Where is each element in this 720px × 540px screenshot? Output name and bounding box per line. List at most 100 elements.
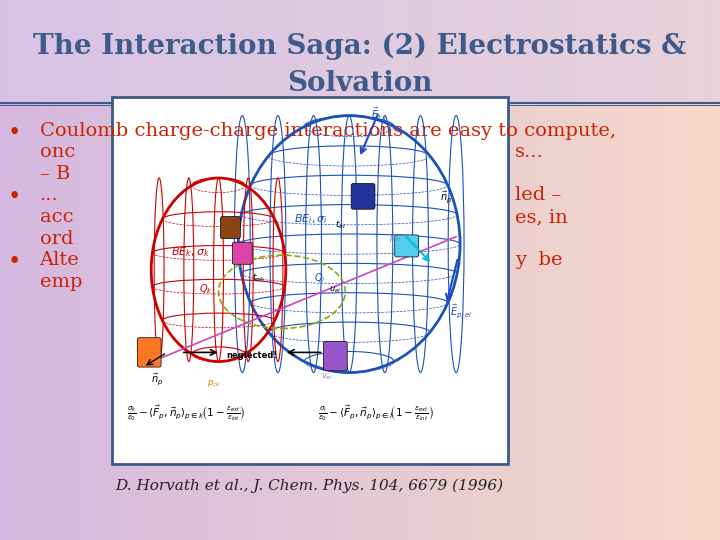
Bar [68, 0, 72, 540]
Text: •: • [7, 122, 20, 144]
Bar [500, 0, 504, 540]
Text: neglected!: neglected! [226, 351, 278, 360]
Text: •: • [7, 186, 20, 208]
Bar [511, 0, 515, 540]
Bar [515, 0, 518, 540]
Bar [43, 0, 47, 540]
Bar [479, 0, 482, 540]
Bar [220, 0, 223, 540]
Bar [331, 0, 335, 540]
Bar [601, 0, 605, 540]
Bar [119, 0, 122, 540]
Bar [61, 0, 65, 540]
Bar [292, 0, 295, 540]
Bar [76, 0, 79, 540]
Bar [130, 0, 133, 540]
Bar [115, 0, 119, 540]
Bar [54, 0, 58, 540]
Bar [461, 0, 464, 540]
Bar [497, 0, 500, 540]
FancyBboxPatch shape [233, 242, 252, 264]
Bar [374, 0, 378, 540]
Bar [173, 0, 176, 540]
Text: es, in: es, in [515, 208, 567, 226]
Bar [400, 0, 403, 540]
FancyBboxPatch shape [323, 341, 347, 371]
Bar [378, 0, 382, 540]
Text: $\vec{E}_{t,i}$: $\vec{E}_{t,i}$ [371, 105, 387, 124]
Bar [450, 0, 454, 540]
Bar [169, 0, 173, 540]
Bar [176, 0, 180, 540]
Text: $Q_k$: $Q_k$ [199, 282, 212, 295]
Text: $\vec{n}_p$: $\vec{n}_p$ [151, 371, 163, 387]
Bar [410, 0, 414, 540]
Bar [137, 0, 140, 540]
Bar [389, 0, 392, 540]
Bar [25, 0, 29, 540]
Bar [274, 0, 277, 540]
Bar [504, 0, 508, 540]
Text: •: • [7, 251, 20, 273]
Bar [605, 0, 608, 540]
Bar [688, 0, 691, 540]
Bar [655, 0, 659, 540]
Bar [346, 0, 349, 540]
Bar [526, 0, 529, 540]
Bar [338, 0, 342, 540]
Bar [428, 0, 432, 540]
Bar [439, 0, 443, 540]
Bar [403, 0, 407, 540]
Bar [547, 0, 551, 540]
Bar [187, 0, 191, 540]
Bar [65, 0, 68, 540]
Text: The Interaction Saga: (2) Electrostatics &: The Interaction Saga: (2) Electrostatics… [33, 32, 687, 59]
Bar [126, 0, 130, 540]
Bar [104, 0, 108, 540]
Bar [536, 0, 540, 540]
Text: $\vec{E}_{p,ei}$: $\vec{E}_{p,ei}$ [450, 303, 472, 320]
Bar [4, 0, 7, 540]
Bar [572, 0, 576, 540]
Text: acc: acc [40, 208, 73, 226]
Bar [482, 0, 486, 540]
Bar [245, 0, 248, 540]
Bar [587, 0, 590, 540]
Bar [590, 0, 594, 540]
Bar [144, 0, 148, 540]
Bar [382, 0, 385, 540]
Bar [371, 0, 374, 540]
Bar [256, 0, 259, 540]
Bar [540, 0, 544, 540]
Bar [436, 0, 439, 540]
Bar [490, 0, 493, 540]
Bar [36, 0, 40, 540]
Bar [648, 0, 652, 540]
Bar [529, 0, 533, 540]
Bar [238, 0, 241, 540]
FancyBboxPatch shape [138, 338, 161, 367]
Bar [641, 0, 644, 540]
Text: D. Horvath et al., J. Chem. Phys. 104, 6679 (1996): D. Horvath et al., J. Chem. Phys. 104, 6… [115, 479, 504, 493]
Bar [32, 0, 36, 540]
Bar [533, 0, 536, 540]
Bar [562, 0, 565, 540]
Bar [554, 0, 558, 540]
Bar [666, 0, 670, 540]
Text: $BE_{k},\sigma_{k}$: $BE_{k},\sigma_{k}$ [171, 245, 210, 259]
Bar [281, 0, 284, 540]
Bar [619, 0, 623, 540]
Bar [259, 0, 263, 540]
Bar [702, 0, 706, 540]
Bar [83, 0, 86, 540]
Bar [472, 0, 475, 540]
Bar [94, 0, 97, 540]
Text: $\frac{\sigma_i}{\varepsilon_0} - \langle\vec{F}_p,\vec{n}_p\rangle_{p\in i}\!\l: $\frac{\sigma_i}{\varepsilon_0} - \langl… [318, 403, 433, 423]
Bar [414, 0, 418, 540]
Text: $\frac{\sigma_k}{\varepsilon_0} - \langle\vec{F}_p,\vec{n}_p\rangle_{p\in k}\!\l: $\frac{\sigma_k}{\varepsilon_0} - \langl… [127, 403, 246, 423]
Bar [252, 0, 256, 540]
Text: $BE_{i},\sigma_{i}$: $BE_{i},\sigma_{i}$ [294, 212, 328, 226]
Bar [353, 0, 356, 540]
Bar [652, 0, 655, 540]
Bar [659, 0, 662, 540]
